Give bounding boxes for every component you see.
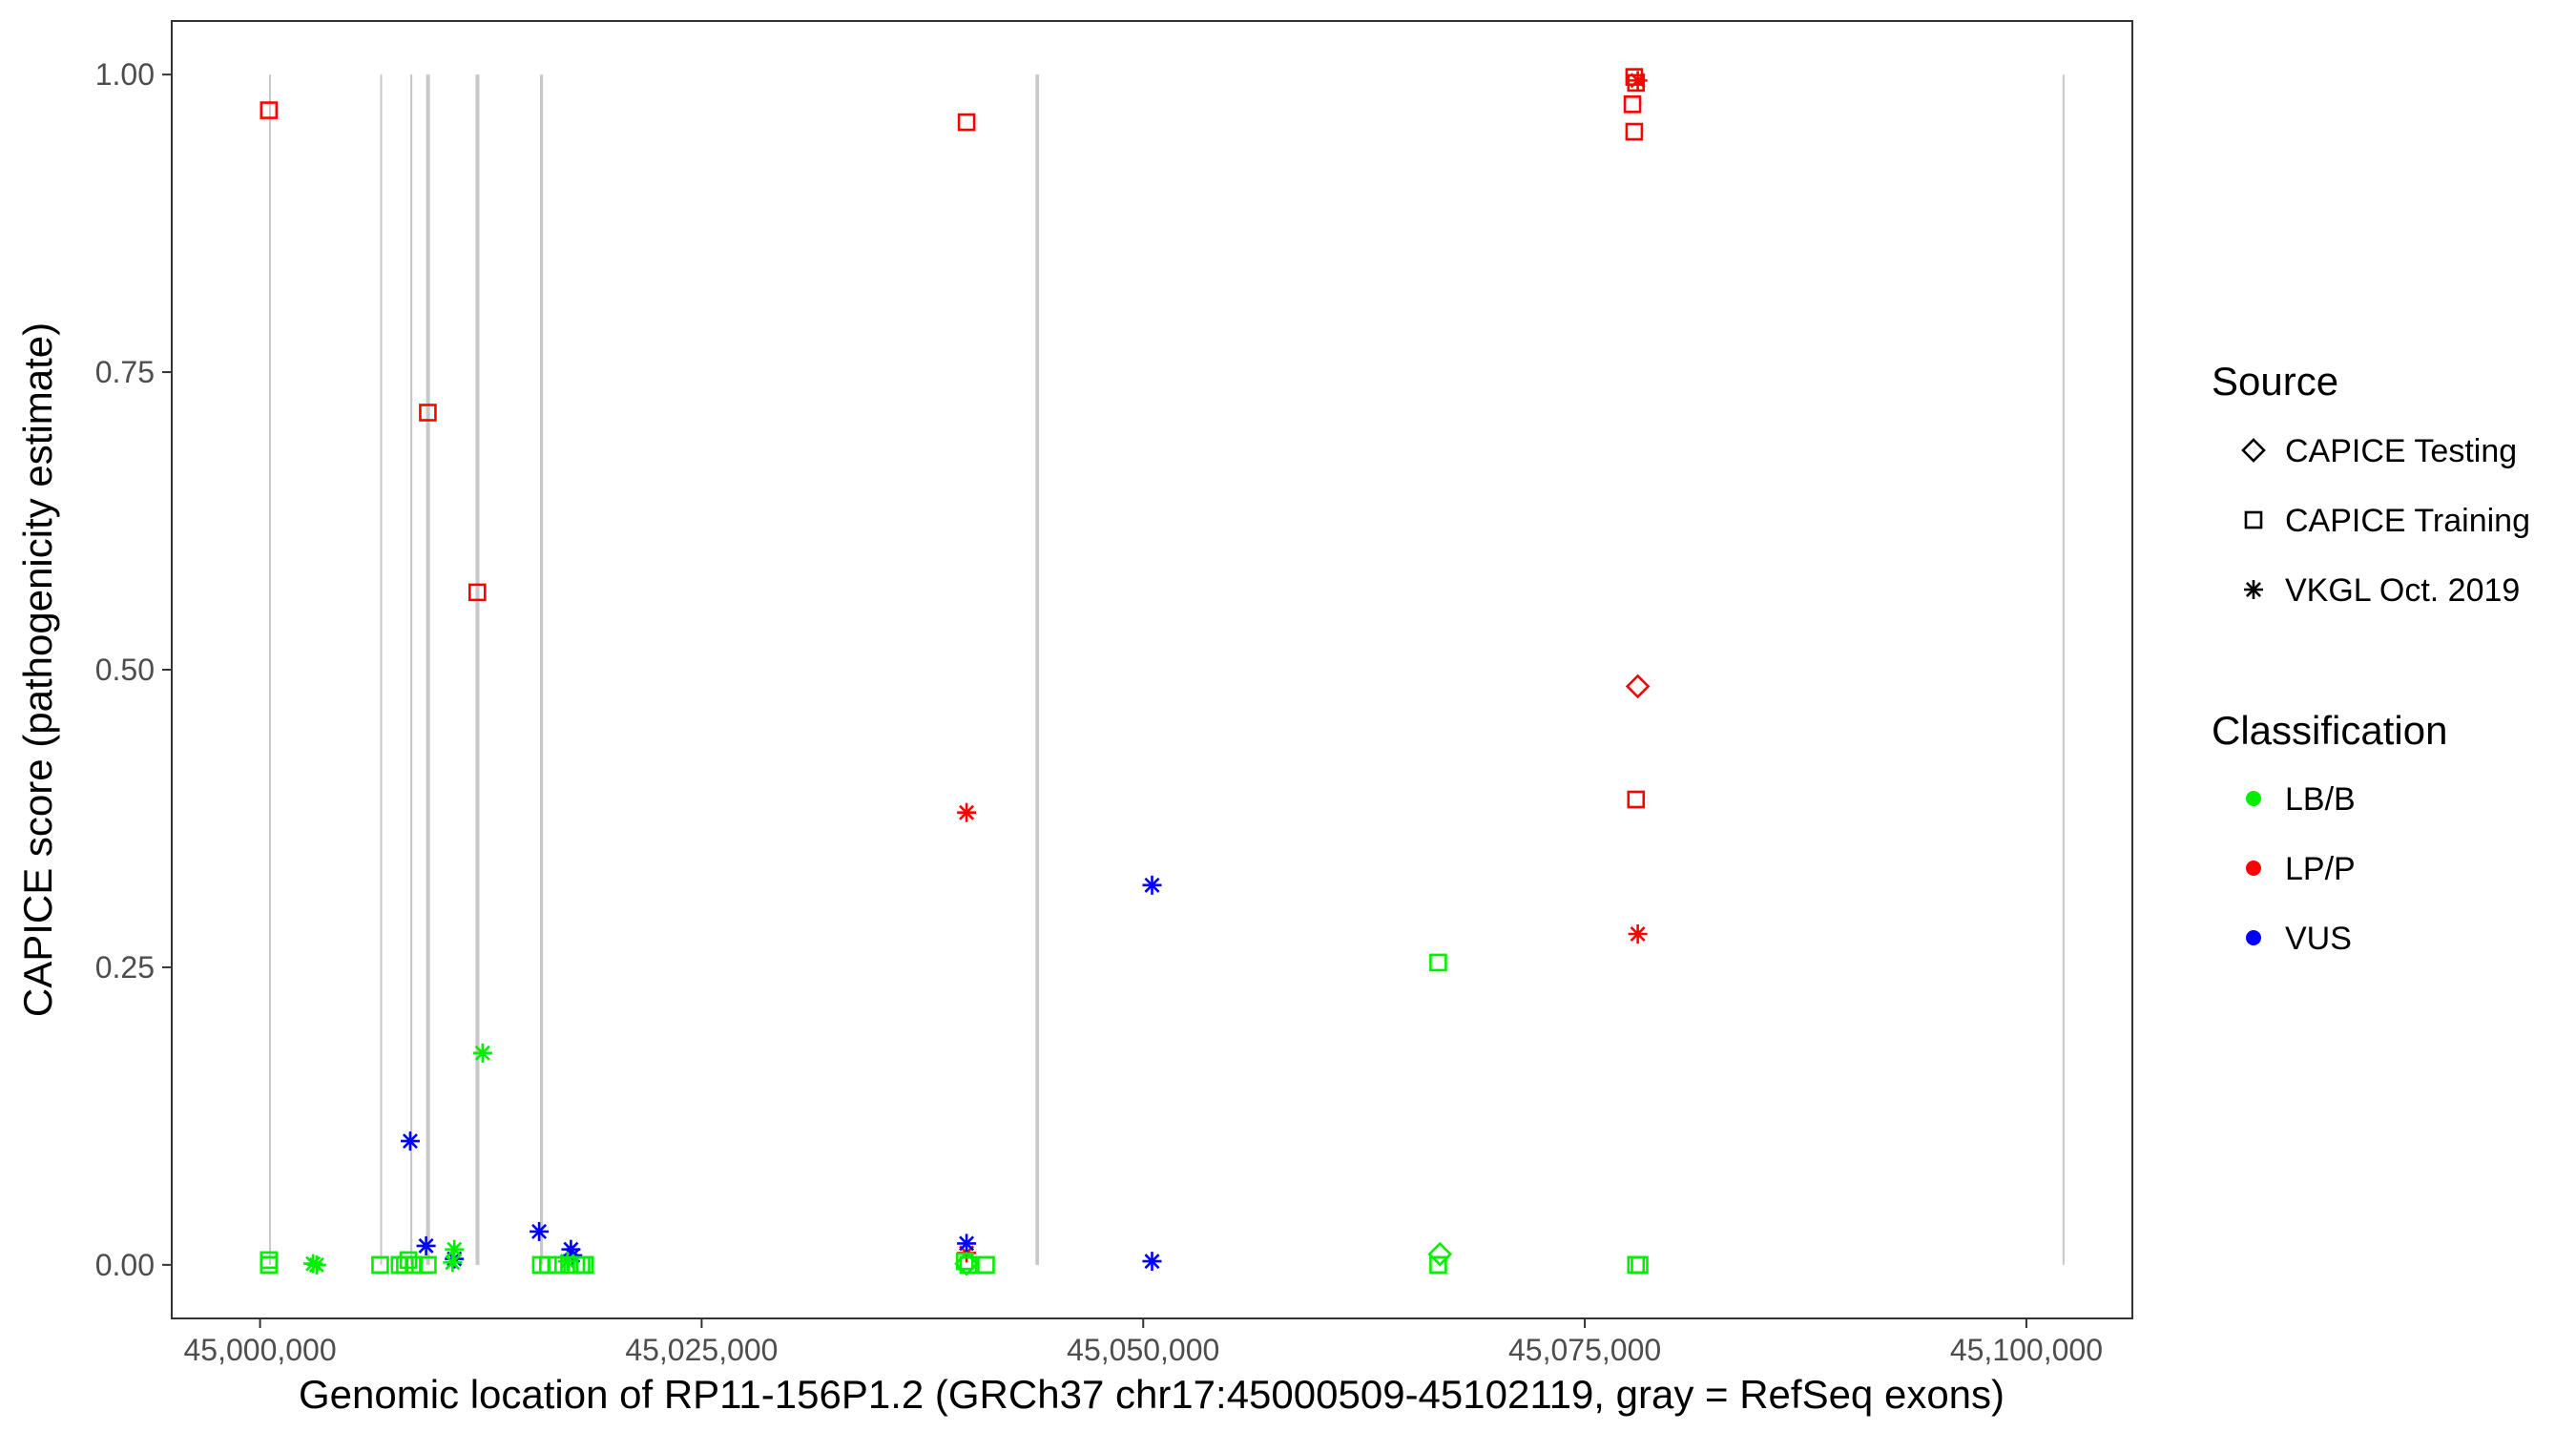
data-point-square (371, 1255, 389, 1275)
exon-line (2062, 74, 2065, 1265)
legend-source: Source CAPICE Testing CAPICE Training VK… (2212, 359, 2530, 609)
y-tick-label: 0.50 (95, 653, 155, 687)
exon-line (409, 74, 413, 1265)
data-point-asterisk (530, 1221, 550, 1241)
data-point-square (419, 1255, 437, 1275)
data-point-square (260, 101, 279, 119)
data-point-asterisk (306, 1255, 326, 1275)
legend-classification-title: Classification (2212, 708, 2447, 753)
legend-item-label: CAPICE Training (2285, 503, 2530, 539)
y-tick-label: 0.00 (95, 1248, 155, 1282)
data-point-asterisk (445, 1239, 465, 1259)
plot-panel-background (172, 21, 2132, 1318)
exon-line (268, 74, 271, 1265)
legend-item-label: CAPICE Testing (2285, 433, 2517, 469)
legend-source-title: Source (2212, 359, 2338, 404)
diamond-icon (2241, 438, 2266, 463)
data-point-square (548, 1255, 566, 1275)
data-point-diamond (954, 1251, 979, 1276)
data-point-asterisk (472, 1043, 492, 1063)
y-tick-label: 0.25 (95, 950, 155, 985)
diamond-glyph (2241, 438, 2266, 463)
data-points (260, 68, 1651, 1276)
x-tick-label: 45,075,000 (1508, 1333, 1661, 1367)
asterisk-icon (2244, 580, 2263, 599)
data-point-square (1627, 790, 1646, 809)
data-point-square (1627, 73, 1646, 93)
data-point-square (260, 1255, 279, 1275)
exon-lines (268, 74, 2065, 1265)
plot-panel (171, 20, 2133, 1319)
legend-color-dot (2246, 791, 2261, 806)
legend-item-vus: VUS (2246, 921, 2352, 957)
legend-item-label: VUS (2285, 921, 2352, 957)
x-tick-label: 45,025,000 (625, 1333, 778, 1367)
exon-line (426, 74, 430, 1265)
data-point-asterisk (1142, 875, 1162, 895)
data-point-square (467, 583, 487, 602)
x-axis-title: Genomic location of RP11-156P1.2 (GRCh37… (299, 1372, 2005, 1417)
data-point-square (1429, 1255, 1447, 1275)
y-tick-label: 1.00 (95, 57, 155, 92)
legend-item-label: LB/B (2285, 781, 2356, 818)
data-point-square (1631, 1255, 1649, 1275)
exon-line (475, 74, 480, 1265)
data-point-square (1625, 122, 1644, 141)
y-tick-label: 0.75 (95, 355, 155, 389)
legend-item-label: LP/P (2285, 851, 2356, 887)
data-point-asterisk (957, 802, 977, 822)
square-glyph (2244, 510, 2263, 529)
data-point-square (1623, 95, 1642, 114)
y-axis-title: CAPICE score (pathogenicity estimate) (15, 322, 60, 1017)
data-point-asterisk (443, 1253, 463, 1273)
legend-item-capice-testing: CAPICE Testing (2241, 433, 2517, 469)
data-point-square (399, 1251, 418, 1270)
data-point-asterisk (416, 1235, 436, 1255)
legend-item-vkgl-oct-2019: VKGL Oct. 2019 (2244, 572, 2520, 609)
data-point-asterisk (400, 1131, 420, 1151)
x-axis: 45,000,000 45,025,000 45,050,000 45,075,000… (183, 1318, 2103, 1367)
legend-color-dot (2246, 861, 2261, 876)
y-axis: 0.00 0.25 0.50 0.75 1.00 (95, 57, 172, 1282)
exon-line (540, 74, 544, 1265)
data-point-square (1429, 953, 1447, 972)
x-tick-label: 45,000,000 (183, 1333, 336, 1367)
data-point-square (977, 1255, 995, 1275)
legend-classification: Classification LB/B LP/P VUS (2212, 708, 2447, 957)
x-tick-label: 45,050,000 (1067, 1333, 1219, 1367)
x-tick-label: 45,100,000 (1950, 1333, 2103, 1367)
square-icon (2244, 510, 2263, 529)
exon-line (1035, 74, 1040, 1265)
data-point-asterisk (957, 1234, 977, 1254)
data-point-square (957, 113, 976, 132)
data-point-asterisk (1628, 923, 1648, 944)
data-point-diamond (1625, 674, 1651, 699)
legend-color-dot (2246, 930, 2261, 945)
exon-line (380, 74, 383, 1265)
data-point-square (419, 404, 437, 422)
legend-item-label: VKGL Oct. 2019 (2285, 572, 2520, 609)
data-point-asterisk (1628, 71, 1648, 91)
data-point-diamond (1427, 1241, 1453, 1267)
asterisk-glyph (2244, 580, 2263, 599)
data-point-square (575, 1255, 594, 1275)
legend-item-capice-training: CAPICE Training (2244, 503, 2530, 539)
legend-item-lb-b: LB/B (2246, 781, 2356, 818)
legend-item-lp-p: LP/P (2246, 851, 2356, 887)
data-point-asterisk (1142, 1252, 1162, 1272)
